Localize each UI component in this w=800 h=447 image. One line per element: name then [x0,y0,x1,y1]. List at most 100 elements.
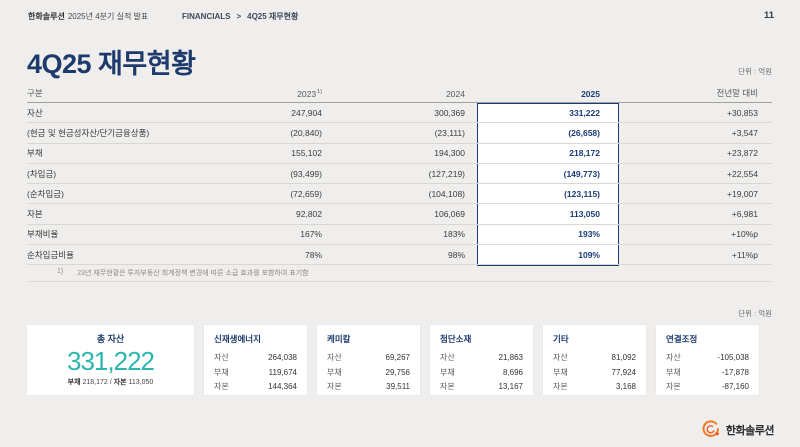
table-bottom-rule [27,281,772,282]
value-delta: +19,007 [727,188,758,199]
sub-value-equity: 113,050 [128,379,154,386]
segment-label-debt: 부채 [553,367,568,377]
segment-row-assets: 자산 81,092 [553,351,636,366]
value-delta: +22,554 [727,168,758,179]
table-row: 순차입금비율 78% 98% 109% +11%p [27,245,772,266]
value-delta: +23,872 [727,148,758,159]
segment-value-assets: 69,267 [385,353,410,362]
column-header-2024: 2024 [446,89,465,99]
value-2025: 193% [578,229,600,240]
segment-row-equity: 자본 144,364 [214,380,297,395]
segment-label-equity: 자본 [214,382,229,391]
footnote-text: 23년 재무현황은 투자부동산 회계정책 변경에 따른 소급 효과를 포함하여 … [77,270,309,277]
segment-row-debt: 부채 8,696 [440,366,523,381]
deck-subtitle: 한화솔루션 2025년 4분기 실적 발표 [28,11,148,22]
value-2025: (26,658) [568,127,600,138]
segment-title: 연결조정 [666,334,698,344]
segment-value-debt: 119,674 [268,367,297,377]
segment-label-debt: 부채 [666,367,681,377]
table-row: 자본 92,802 106,069 113,050 +6,981 [27,204,772,225]
segment-row-assets: 자산 21,863 [440,351,523,366]
sub-separator: / [109,379,112,386]
value-2023: 78% [304,249,322,260]
value-2024: (23,111) [434,127,465,138]
value-2024: 300,369 [434,107,465,118]
segment-row-assets: 자산 264,038 [214,351,297,366]
segment-row-equity: 자본 -87,160 [666,380,749,395]
segment-row-debt: 부채 119,674 [214,366,297,381]
value-2025: 218,172 [569,148,600,159]
segment-label-equity: 자본 [553,382,568,391]
segment-value-debt: -17,878 [721,367,749,377]
table-row: (순차입금) (72,659) (104,108) (123,115) +19,… [27,184,772,205]
row-label: 자본 [27,209,43,220]
value-2023: (93,499) [290,168,322,179]
sub-label-equity: 자본 [113,379,127,386]
footer-brand-text: 한화솔루션 [725,424,775,437]
column-header-delta: 전년말 대비 [716,88,758,98]
value-2023: (72,659) [290,188,322,199]
value-2024: 183% [443,229,465,240]
unit-label-top: 단위 : 억원 [738,67,772,76]
column-header-2023: 20231) [297,89,322,99]
segment-label-assets: 자산 [666,353,681,362]
value-2023: 92,802 [296,209,322,220]
table-row: 부채 155,102 194,300 218,172 +23,872 [27,144,772,164]
table-header-row: 구분 20231) 2024 2025 전년말 대비 [27,88,772,103]
segment-cards: 신재생에너지 자산 264,038 부채 119,674 자본 144,364 [204,325,759,395]
segment-label-debt: 부채 [327,367,342,377]
segment-value-assets: 264,038 [268,353,297,362]
segment-row-assets: 자산 69,267 [327,351,410,366]
segment-label-assets: 자산 [553,353,568,362]
summary-cards: 총 자산 331,222 부채 218,172 / 자본 113,050 신재생… [27,325,759,395]
segment-row-equity: 자본 3,168 [553,380,636,395]
value-delta: +3,547 [731,127,758,138]
segment-value-assets: -105,038 [717,353,749,362]
value-delta: +6,981 [731,209,758,220]
value-2024: (104,108) [428,188,465,199]
value-delta: +10%p [731,229,758,240]
row-label: (현금 및 현금성자산/단기금융상품) [27,127,150,138]
segment-value-equity: 144,364 [268,382,297,391]
breadcrumb-root[interactable]: FINANCIALS [182,12,231,21]
segment-label-debt: 부채 [214,367,229,377]
row-label: 부채 [27,148,43,159]
segment-label-debt: 부채 [440,367,455,377]
segment-card: 케미칼 자산 69,267 부채 29,756 자본 39,511 [317,325,420,395]
value-2025: 113,050 [569,209,600,220]
value-2024: 98% [447,249,465,260]
row-label: 순차입금비율 [27,249,74,260]
segment-label-assets: 자산 [214,353,229,362]
segment-row-assets: 자산 -105,038 [666,351,749,366]
breadcrumb-current[interactable]: 4Q25 재무현황 [247,12,299,21]
segment-value-equity: 13,167 [498,382,523,391]
value-2024: (127,219) [428,168,465,179]
segment-value-equity: 39,511 [386,382,410,391]
segment-value-assets: 21,863 [498,353,523,362]
sub-label-debt: 부채 [67,379,81,386]
footnote-ref: 1) [317,89,322,96]
segment-value-debt: 29,756 [385,367,410,377]
segment-row-equity: 자본 39,511 [327,380,410,395]
footer-logo: 한화솔루션 [700,419,775,440]
value-2023: 167% [300,229,322,240]
segment-value-equity: -87,160 [721,382,749,391]
row-label: (차입금) [27,168,57,179]
table-row: 자산 247,904 300,369 331,222 +30,853 [27,103,772,124]
footnote: 1) 23년 재무현황은 투자부동산 회계정책 변경에 따른 소급 효과를 포함… [57,268,757,278]
value-2025: 331,222 [569,107,600,118]
total-assets-card: 총 자산 331,222 부채 218,172 / 자본 113,050 [27,325,194,395]
column-header-2025: 2025 [581,89,600,99]
segment-title: 케미칼 [327,334,351,344]
value-2025: (123,115) [564,188,600,199]
segment-value-assets: 81,092 [611,353,636,362]
segment-card: 기타 자산 81,092 부채 77,924 자본 3,168 [543,325,646,395]
segment-card: 신재생에너지 자산 264,038 부채 119,674 자본 144,364 [204,325,307,395]
breadcrumb-separator: > [236,12,242,21]
value-2023: 247,904 [291,107,322,118]
value-2023: (20,840) [290,127,322,138]
total-assets-title: 총 자산 [96,334,125,344]
segment-value-debt: 8,696 [502,367,523,377]
value-delta: +30,853 [727,107,758,118]
deck-subtitle-text: 2025년 4분기 실적 발표 [67,12,149,21]
